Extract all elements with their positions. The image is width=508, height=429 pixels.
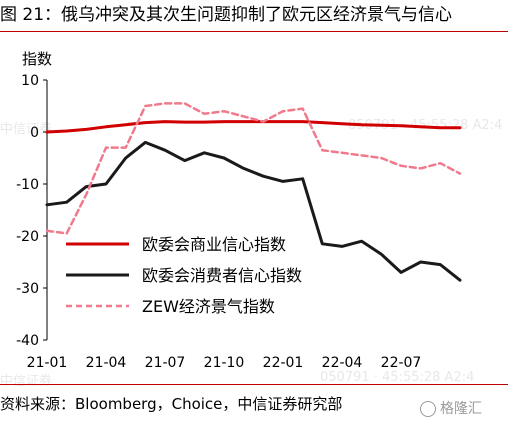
y-tick-label: 0 [30, 125, 39, 141]
y-tick-label: -40 [16, 333, 39, 349]
y-tick-label: -10 [16, 177, 39, 193]
legend-zew-sentiment-label: ZEW经济景气指数 [142, 297, 275, 316]
watermark-right-bottom: 050791 · 45:55:28 A2:4 [320, 370, 475, 385]
x-tick-label: 21-04 [86, 355, 127, 371]
zew-sentiment-line [45, 102, 462, 235]
legend-business-confidence-label: 欧委会商业信心指数 [142, 235, 286, 254]
x-tick-label: 21-07 [145, 355, 186, 371]
logo-text: 格隆汇 [440, 401, 482, 417]
chart-area: 指数 10 0 -10 -20 -30 -40 21-01 21-04 21-07 21-10 22-… [16, 50, 462, 371]
x-tick-label: 22-01 [263, 355, 304, 371]
watermark-left: 中信证券 [0, 122, 53, 137]
watermark-left-bottom: 中信证券 [0, 374, 53, 389]
business-confidence-line [45, 120, 462, 134]
y-tick-label: -30 [16, 281, 39, 297]
source-note: 资料来源：Bloomberg，Choice，中信证券研究部 [0, 395, 343, 413]
consumer-confidence-line [45, 140, 462, 282]
x-tick-label: 22-07 [381, 355, 422, 371]
x-tick-label: 21-01 [27, 355, 68, 371]
y-axis-label: 指数 [22, 50, 52, 68]
x-tick-label: 21-10 [204, 355, 245, 371]
legend-consumer-confidence-label: 欧委会消费者信心指数 [142, 266, 302, 285]
figure-title: 图 21：俄乌冲突及其次生问题抑制了欧元区经济景气与信心 [0, 5, 453, 25]
footer-divider [0, 384, 508, 385]
watermark-right: 050791 · 45:55:28 A2:4 [348, 118, 503, 133]
y-tick-label: -20 [16, 229, 39, 245]
brand-logo: 格隆汇 [420, 398, 482, 418]
logo-icon [420, 401, 436, 417]
x-tick-label: 22-04 [322, 355, 363, 371]
y-tick-label: 10 [21, 73, 39, 89]
title-divider [0, 31, 508, 32]
